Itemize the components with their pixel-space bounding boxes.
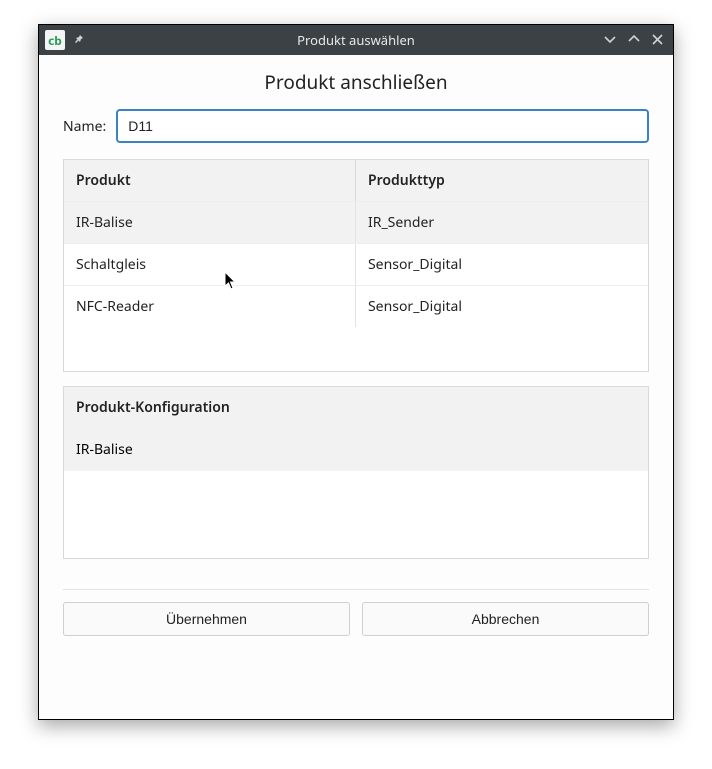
name-label: Name: [63, 117, 106, 136]
table-row[interactable]: IR-BaliseIR_Sender [64, 201, 648, 243]
table-row[interactable]: SchaltgleisSensor_Digital [64, 243, 648, 285]
dialog-content: Produkt anschließen Name: Produkt Produk… [39, 55, 673, 719]
config-table: Produkt-Konfiguration IR-Balise [63, 386, 649, 559]
product-cell: NFC-Reader [64, 286, 356, 327]
product-cell: IR-Balise [64, 202, 356, 243]
page-title: Produkt anschließen [63, 69, 649, 95]
button-row: Übernehmen Abbrechen [63, 602, 649, 636]
close-icon[interactable] [652, 31, 663, 49]
table-row[interactable]: IR-Balise [64, 428, 648, 471]
pin-icon[interactable] [73, 31, 85, 49]
product-cell: Schaltgleis [64, 244, 356, 285]
producttype-cell: IR_Sender [356, 202, 648, 243]
minimize-icon[interactable] [604, 31, 616, 49]
name-input[interactable] [116, 109, 649, 143]
window-title: Produkt auswählen [39, 31, 673, 49]
col-header-product[interactable]: Produkt [64, 160, 356, 201]
app-icon: cb [45, 30, 65, 50]
products-table-header: Produkt Produkttyp [64, 160, 648, 201]
producttype-cell: Sensor_Digital [356, 244, 648, 285]
col-header-type[interactable]: Produkttyp [356, 160, 648, 201]
divider [63, 589, 649, 590]
config-table-header: Produkt-Konfiguration [64, 387, 648, 428]
table-row[interactable]: NFC-ReaderSensor_Digital [64, 285, 648, 327]
dialog-window: cb Produkt auswählen Produkt anschließen… [38, 24, 674, 720]
titlebar[interactable]: cb Produkt auswählen [39, 25, 673, 55]
producttype-cell: Sensor_Digital [356, 286, 648, 327]
name-row: Name: [63, 109, 649, 143]
ok-button[interactable]: Übernehmen [63, 602, 350, 636]
products-table: Produkt Produkttyp IR-BaliseIR_SenderSch… [63, 159, 649, 372]
maximize-icon[interactable] [628, 31, 640, 49]
cancel-button[interactable]: Abbrechen [362, 602, 649, 636]
col-header-config[interactable]: Produkt-Konfiguration [64, 387, 648, 428]
